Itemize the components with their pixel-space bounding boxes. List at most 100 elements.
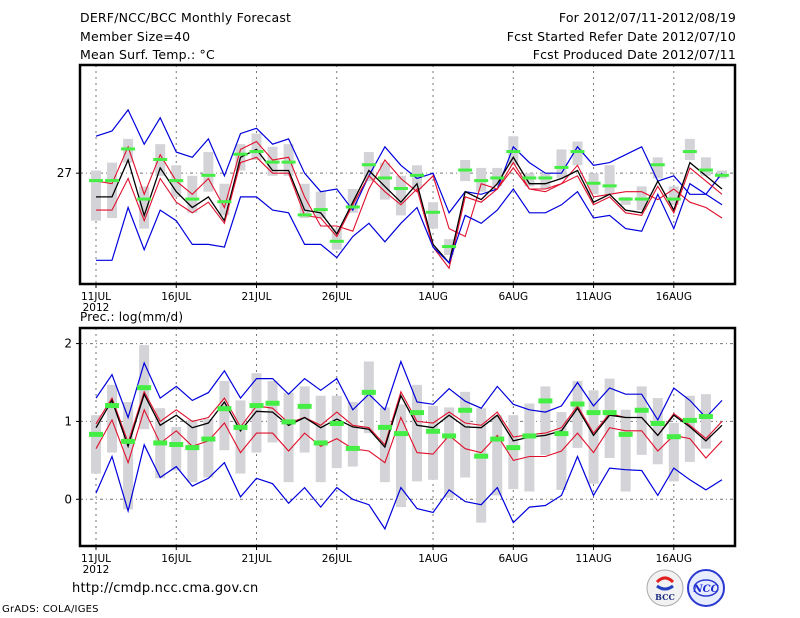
precip-spread-bar — [412, 384, 422, 482]
bcc-logo-text: BCC — [655, 592, 675, 602]
precip-spread-bar — [363, 361, 374, 434]
temp-x-tick-label: 11AUG — [575, 291, 611, 303]
temp-observed-marker — [618, 197, 633, 201]
temp-spread-bar — [315, 191, 326, 219]
precip-spread-bar — [620, 409, 631, 492]
temp-observed-marker — [538, 176, 553, 180]
precip-observed-marker — [89, 431, 103, 437]
precip-plot-frame — [78, 326, 737, 548]
temp-spread-bar — [652, 157, 663, 179]
temp-spread-bar — [604, 165, 615, 195]
precip-spread-bar — [428, 405, 439, 480]
temp-observed-marker — [233, 152, 248, 156]
precip-observed-marker — [618, 431, 633, 437]
precip-spread-bar — [283, 392, 294, 483]
precip-observed-marker — [393, 431, 408, 437]
temp-spread-bar — [283, 144, 294, 176]
temp-observed-marker — [586, 181, 601, 185]
precip-spread-bar — [347, 401, 358, 467]
precip-observed-marker — [217, 406, 232, 412]
precip-observed-marker — [249, 403, 264, 409]
temp-spread-bar — [251, 133, 262, 160]
precip-observed-marker — [137, 385, 152, 391]
temp-spread-bar — [700, 157, 711, 176]
precip-spread-bar — [171, 426, 182, 471]
temp-observed-marker — [458, 168, 473, 172]
temp-series-max — [95, 108, 723, 215]
precip-spread-bar — [588, 390, 599, 484]
precip-spread-bar — [315, 395, 326, 483]
precip-observed-marker — [121, 438, 136, 444]
temp-spread-bar — [107, 162, 118, 219]
temp-spread-bar — [363, 152, 374, 182]
precip-x-tick-label: 6AUG — [498, 553, 528, 565]
precip-spread-bar — [203, 419, 214, 478]
precip-observed-marker — [602, 410, 617, 416]
temp-observed-marker — [297, 213, 312, 217]
precip-x-tick-label: 1AUG — [418, 553, 448, 565]
member-size-label: Member Size=40 — [80, 29, 191, 44]
precip-observed-marker — [169, 442, 184, 448]
precip-spread-bar — [299, 386, 310, 453]
precip-series-max — [95, 359, 723, 422]
precip-observed-marker — [490, 436, 505, 442]
temp-observed-marker — [377, 176, 392, 180]
temp-series-mean — [96, 148, 723, 265]
temp-spread-bar — [139, 186, 150, 229]
temp-observed-marker — [393, 187, 408, 191]
precip-spread-bar — [331, 395, 342, 469]
precip-observed-marker — [650, 420, 665, 426]
temp-observed-marker — [474, 179, 489, 183]
temp-spread-bar — [395, 175, 406, 216]
precip-observed-marker — [361, 389, 376, 395]
precip-observed-marker — [201, 436, 216, 442]
temp-observed-marker — [201, 173, 216, 177]
chart-title: DERF/NCC/BCC Monthly Forecast — [80, 10, 292, 25]
temp-observed-marker — [442, 245, 457, 249]
temp-observed-marker — [666, 197, 681, 201]
precip-x-tick-label: 21JUL — [242, 553, 272, 565]
temp-observed-marker — [570, 150, 585, 154]
temp-observed-marker — [490, 176, 505, 180]
temp-spread-bar — [524, 173, 535, 187]
precip-x-tick-label: 16AUG — [656, 553, 692, 565]
precip-spread-bar — [684, 395, 695, 462]
precip-spread-bar — [251, 373, 262, 453]
precip-series-min — [95, 443, 723, 531]
precip-observed-marker — [634, 407, 649, 413]
grads-credit: GrADS: COLA/IGES — [2, 604, 99, 615]
temp-x-tick-label: 16JUL — [161, 291, 191, 303]
temp-observed-marker — [281, 160, 296, 164]
precip-spread-bar — [395, 404, 406, 508]
temp-spread-bar — [219, 183, 230, 216]
temp-observed-marker — [634, 197, 649, 201]
precip-spread-bar — [508, 415, 519, 490]
precip-y-tick-label: 2 — [64, 337, 72, 351]
precip-observed-marker — [313, 440, 328, 446]
precip-observed-marker — [474, 453, 489, 459]
temp-observed-marker — [650, 163, 665, 167]
source-url[interactable]: http://cmdp.ncc.cma.gov.cn — [72, 581, 259, 596]
temp-observed-marker — [329, 239, 344, 243]
precip-observed-marker — [185, 445, 200, 451]
temp-spread-bar — [299, 183, 310, 219]
temp-observed-marker — [410, 173, 424, 177]
precip-observed-marker — [233, 424, 248, 430]
temp-series-q-lower — [96, 156, 723, 270]
precip-spread-bar — [524, 403, 535, 492]
temp-spread-bar — [91, 170, 101, 221]
temp-observed-marker — [217, 200, 232, 204]
precip-spread-bar — [476, 408, 487, 523]
temp-x-tick-label: 16AUG — [656, 291, 692, 303]
precip-observed-marker — [410, 410, 424, 416]
forecast-started-label: Fcst Started Refer Date 2012/07/10 — [506, 29, 736, 44]
precip-spread-bar — [636, 386, 647, 455]
temp-spread-bar — [684, 138, 695, 160]
precip-observed-marker — [442, 433, 457, 439]
precip-y-tick-label: 0 — [64, 492, 72, 506]
precip-spread-bar — [460, 391, 471, 478]
temp-y-tick-label: 27 — [57, 166, 72, 180]
precip-observed-marker — [586, 410, 601, 416]
precip-spread-bar — [219, 380, 230, 451]
precip-series-q-upper — [95, 390, 723, 446]
